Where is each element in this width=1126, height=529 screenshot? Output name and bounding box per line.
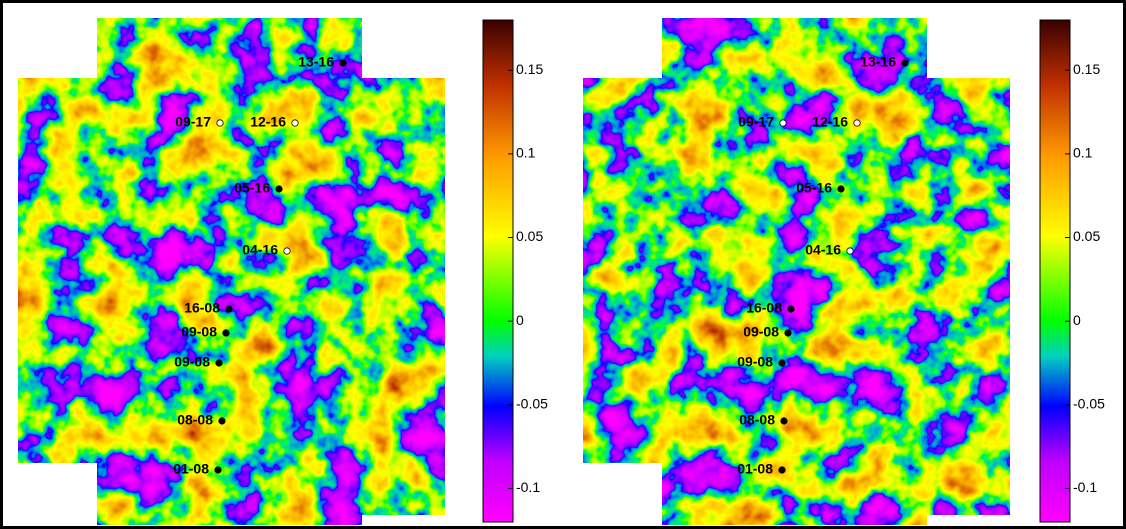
well-marker bbox=[340, 60, 346, 66]
map-mask bbox=[18, 463, 97, 525]
colorbar bbox=[483, 20, 513, 522]
map bbox=[583, 18, 1010, 525]
map-mask bbox=[362, 18, 445, 78]
well-label: 05-16 bbox=[234, 180, 270, 196]
well-marker bbox=[216, 360, 222, 366]
tick-label: 0.05 bbox=[1073, 228, 1100, 244]
well-label: 01-08 bbox=[173, 461, 209, 477]
map-mask bbox=[927, 18, 1010, 78]
map-mask bbox=[927, 515, 1010, 525]
well-label: 12-16 bbox=[812, 114, 848, 130]
tick-label: 0.1 bbox=[516, 145, 536, 161]
tick-label: 0.15 bbox=[1073, 61, 1100, 77]
well-label: 04-16 bbox=[242, 242, 278, 258]
well-marker bbox=[854, 120, 860, 126]
tick-label: 0.05 bbox=[516, 228, 543, 244]
map-mask bbox=[362, 515, 445, 525]
map-mask bbox=[583, 463, 662, 525]
well-marker bbox=[217, 120, 223, 126]
tick-label: -0.05 bbox=[1073, 396, 1105, 412]
well-label: 05-16 bbox=[796, 180, 832, 196]
tick-label: 0.1 bbox=[1073, 145, 1093, 161]
well-label: 09-08 bbox=[174, 354, 210, 370]
well-marker bbox=[219, 418, 225, 424]
well-label: 08-08 bbox=[739, 412, 775, 428]
well-marker bbox=[788, 306, 794, 312]
well-label: 13-16 bbox=[860, 54, 896, 70]
well-label: 09-08 bbox=[743, 324, 779, 340]
map bbox=[18, 18, 445, 525]
well-marker bbox=[779, 360, 785, 366]
well-label: 09-08 bbox=[181, 324, 217, 340]
well-marker bbox=[902, 60, 908, 66]
well-marker bbox=[780, 120, 786, 126]
tick-label: 0 bbox=[516, 312, 524, 328]
map-mask bbox=[18, 18, 97, 78]
well-marker bbox=[779, 467, 785, 473]
well-label: 13-16 bbox=[298, 54, 334, 70]
map-mask bbox=[583, 18, 662, 78]
well-label: 16-08 bbox=[746, 300, 782, 316]
well-marker bbox=[847, 248, 853, 254]
well-marker bbox=[215, 467, 221, 473]
tick-label: -0.1 bbox=[516, 479, 540, 495]
tick-label: -0.05 bbox=[516, 396, 548, 412]
well-marker bbox=[292, 120, 298, 126]
tick-label: 0.15 bbox=[516, 61, 543, 77]
well-marker bbox=[781, 418, 787, 424]
tick-label: -0.1 bbox=[1073, 479, 1097, 495]
well-label: 01-08 bbox=[737, 461, 773, 477]
well-marker bbox=[226, 306, 232, 312]
well-label: 16-08 bbox=[184, 300, 220, 316]
well-label: 09-17 bbox=[175, 114, 211, 130]
well-label: 12-16 bbox=[250, 114, 286, 130]
well-marker bbox=[276, 186, 282, 192]
well-marker bbox=[785, 330, 791, 336]
tick-label: 0 bbox=[1073, 312, 1081, 328]
well-label: 04-16 bbox=[805, 242, 841, 258]
well-marker bbox=[838, 186, 844, 192]
colorbar bbox=[1040, 20, 1070, 522]
well-marker bbox=[223, 330, 229, 336]
well-label: 09-17 bbox=[738, 114, 774, 130]
well-marker bbox=[284, 248, 290, 254]
figure: 13-16 09-17 12-16 05-16 04-16 16-08 09-08 09-08… bbox=[0, 0, 1126, 529]
well-label: 08-08 bbox=[177, 412, 213, 428]
well-label: 09-08 bbox=[737, 354, 773, 370]
page: {"panels": [ {"wells": ["13-16", "09-17"… bbox=[0, 0, 1126, 529]
